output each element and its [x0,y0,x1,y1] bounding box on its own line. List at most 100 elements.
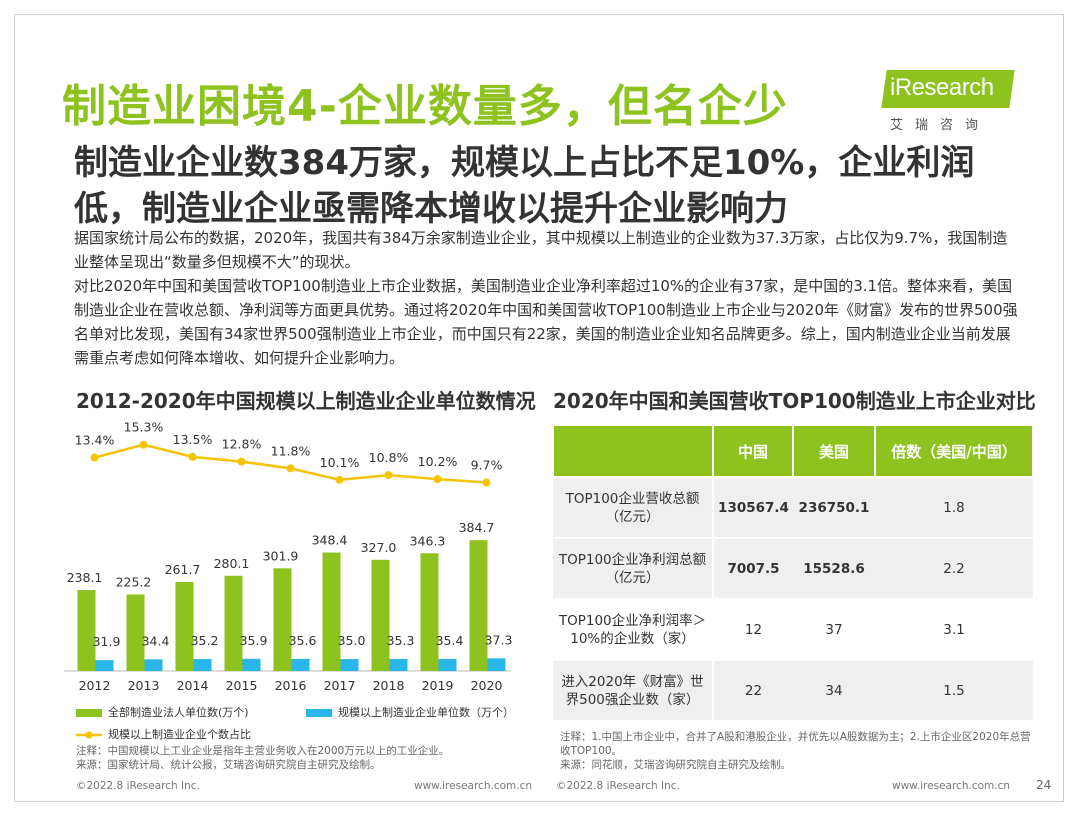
right-note: 注释：1.中国上市企业中，合并了A股和港股企业，并优先以A股数据为主；2.上市企… [560,730,1040,772]
data-label-scale-2014: 35.2 [191,633,219,648]
left-note: 注释：中国规模以上工业企业是指年主营业务收入在2000万元以上的工业企业。 来源… [76,744,536,772]
cell-ratio: 3.1 [875,598,1033,661]
line-point-2019 [433,475,442,484]
x-tick-label-2014: 2014 [177,678,209,690]
data-label-scale-2019: 35.4 [436,633,464,648]
line-label-2018: 10.8% [369,450,409,465]
bar-total-2019 [420,553,439,671]
left-note-2: 来源：国家统计局、统计公报，艾瑞咨询研究院自主研究及绘制。 [76,759,381,771]
line-point-2013 [139,440,148,449]
legend-item-series1: 全部制造业法人单位数(万个) [76,704,249,720]
cell-china: 130567.4 [713,476,793,539]
paragraph-2: 对比2020年中国和美国营收TOP100制造业上市企业数据，美国制造业企业净利率… [74,277,1018,367]
line-point-2015 [237,457,246,466]
right-note-2: 来源：同花顺，艾瑞咨询研究院自主研究及绘制。 [560,759,791,771]
x-tick-label-2012: 2012 [79,678,111,690]
slide-frame [14,14,1064,802]
iresearch-logo: iResearch 艾瑞咨询 [881,70,1015,134]
cell-ratio: 1.5 [875,659,1033,722]
bar-total-2017 [322,552,341,671]
slide-title: 制造业困境4-企业数量多，但名企少 [62,81,788,132]
slide-subtitle: 制造业企业数384万家，规模以上占比不足10%，企业利润低，制造业企业亟需降本增… [74,143,975,229]
table-header-china: 中国 [712,424,794,478]
left-section-title: 2012-2020年中国规模以上制造业企业单位数情况 [76,389,536,413]
manufacturing-chart: 238.1 31.9 2012 225.2 34.4 2013 261.7 35.2 2014 2… [64,420,512,690]
row-label: 进入2020年《财富》世 界500强企业数（家） [553,659,714,722]
footer-copyright-right: ©2022.8 iResearch Inc. [556,780,680,792]
x-tick-label-2018: 2018 [373,678,405,690]
footer-copyright-left: ©2022.8 iResearch Inc. [76,780,200,792]
bar-scale-2012 [95,660,114,671]
line-point-2014 [188,452,197,461]
data-label-total-2013: 225.2 [116,574,152,589]
logo-subtext: 艾瑞咨询 [890,118,991,133]
legend-label-series3: 规模以上制造业企业个数占比 [108,728,251,741]
data-label-scale-2013: 34.4 [142,633,170,648]
x-tick-label-2019: 2019 [422,678,454,690]
cell-usa: 236750.1 [793,476,875,539]
bar-scale-2019 [438,658,457,671]
data-label-scale-2012: 31.9 [93,634,121,649]
page-number: 24 [1036,778,1052,792]
footer-url-right[interactable]: www.iresearch.com.cn [892,780,1011,792]
line-point-2016 [286,464,295,473]
line-point-2012 [90,453,99,462]
row-label-line1: TOP100企业净利润率＞ [558,612,707,629]
bar-scale-2015 [242,658,261,671]
bar-scale-2014 [193,659,212,671]
left-note-1: 注释：中国规模以上工业企业是指年主营业务收入在2000万元以上的工业企业。 [76,745,450,757]
cell-china: 22 [713,659,793,722]
data-label-total-2020: 384.7 [459,520,495,535]
line-label-2019: 10.2% [418,454,458,469]
bar-scale-2013 [144,659,163,671]
row-label: TOP100企业净利润率＞ 10%的企业数（家） [553,598,714,661]
logo-text: iResearch [890,74,994,101]
bar-total-2020 [469,540,488,671]
line-point-2017 [335,475,344,484]
x-tick-label-2020: 2020 [471,678,503,690]
bar-total-2015 [224,575,243,671]
data-label-total-2015: 280.1 [214,556,250,571]
bar-total-2014 [175,582,194,671]
legend-swatch-line [76,731,102,739]
footer-url-left[interactable]: www.iresearch.com.cn [414,780,533,792]
data-label-scale-2018: 35.3 [387,633,415,648]
cell-ratio: 2.2 [875,537,1033,600]
comparison-table: 中国 美国 倍数（美国/中国） TOP100企业营收总额 （亿元） 130567.… [552,424,1034,722]
line-label-2017: 10.1% [320,455,360,470]
table-header-empty [552,424,714,478]
row-label-line1: TOP100企业营收总额 [565,490,700,507]
legend-item-series3: 规模以上制造业企业个数占比 [76,726,251,742]
line-point-2020 [482,478,491,487]
table-header-ratio: 倍数（美国/中国） [874,424,1034,478]
legend-item-series2: 规模以上制造业企业单位数（万个） [306,704,514,720]
bar-scale-2017 [340,659,359,671]
cell-china: 7007.5 [713,537,793,600]
line-label-2013: 15.3% [124,420,164,435]
cell-usa: 15528.6 [793,537,875,600]
table-row: TOP100企业营收总额 （亿元） 130567.4 236750.1 1.8 [553,476,1033,539]
data-label-total-2018: 327.0 [361,540,397,555]
data-label-total-2019: 346.3 [410,533,446,548]
line-label-2012: 13.4% [75,433,115,448]
bar-scale-2018 [389,658,408,671]
x-tick-label-2017: 2017 [324,678,356,690]
row-label-line2: （亿元） [605,508,660,525]
table-header-usa: 美国 [792,424,876,478]
cell-usa: 34 [793,659,875,722]
row-label-line2: （亿元） [605,569,660,586]
table-row: 进入2020年《财富》世 界500强企业数（家） 22 34 1.5 [553,659,1033,722]
data-label-scale-2015: 35.9 [240,633,268,648]
row-label: TOP100企业营收总额 （亿元） [553,476,714,539]
bar-total-2012 [77,590,96,671]
cell-usa: 37 [793,598,875,661]
x-tick-label-2015: 2015 [226,678,258,690]
row-label-line2: 界500强企业数（家） [565,691,700,708]
legend-label-series1: 全部制造业法人单位数(万个) [108,706,249,719]
row-label-line1: 进入2020年《财富》世 [561,673,704,690]
legend-swatch-blue [306,709,332,717]
data-label-total-2012: 238.1 [67,570,103,585]
cell-china: 12 [713,598,793,661]
bar-total-2018 [371,559,390,671]
x-tick-label-2013: 2013 [128,678,160,690]
